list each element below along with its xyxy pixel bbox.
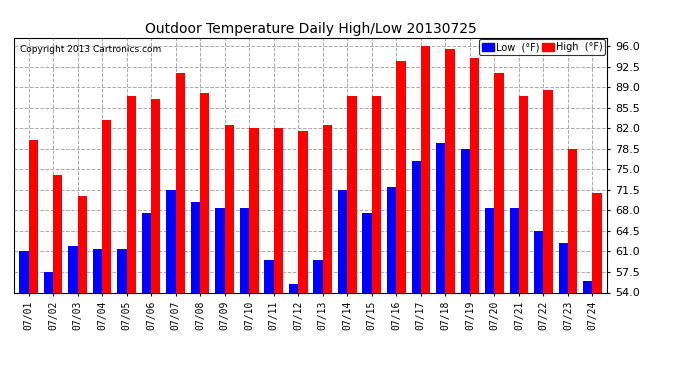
Bar bbox=[28, 140, 38, 292]
Bar bbox=[559, 243, 568, 292]
Bar bbox=[274, 128, 283, 292]
Bar bbox=[117, 249, 126, 292]
Text: Copyright 2013 Cartronics.com: Copyright 2013 Cartronics.com bbox=[20, 45, 161, 54]
Bar bbox=[387, 187, 396, 292]
Bar bbox=[323, 125, 332, 292]
Bar bbox=[338, 190, 347, 292]
Bar bbox=[249, 128, 259, 292]
Bar bbox=[485, 207, 495, 292]
Bar bbox=[92, 249, 102, 292]
Bar bbox=[102, 120, 111, 292]
Bar bbox=[421, 46, 430, 292]
Bar bbox=[593, 193, 602, 292]
Bar bbox=[126, 96, 136, 292]
Bar bbox=[519, 96, 529, 292]
Bar bbox=[534, 231, 544, 292]
Bar bbox=[372, 96, 381, 292]
Bar bbox=[583, 281, 593, 292]
Bar bbox=[544, 90, 553, 292]
Bar bbox=[176, 73, 185, 292]
Bar bbox=[362, 213, 372, 292]
Bar bbox=[436, 143, 445, 292]
Bar bbox=[445, 49, 455, 292]
Bar bbox=[19, 252, 28, 292]
Bar bbox=[347, 96, 357, 292]
Bar bbox=[166, 190, 176, 292]
Bar bbox=[77, 196, 87, 292]
Bar bbox=[396, 61, 406, 292]
Bar bbox=[142, 213, 151, 292]
Bar bbox=[68, 246, 77, 292]
Bar bbox=[43, 272, 53, 292]
Bar bbox=[225, 125, 234, 292]
Bar bbox=[313, 260, 323, 292]
Bar bbox=[240, 207, 249, 292]
Bar bbox=[460, 149, 470, 292]
Bar bbox=[289, 284, 298, 292]
Bar bbox=[151, 99, 161, 292]
Bar bbox=[495, 73, 504, 292]
Bar bbox=[200, 93, 210, 292]
Bar bbox=[510, 207, 519, 292]
Bar bbox=[215, 207, 225, 292]
Legend: Low  (°F), High  (°F): Low (°F), High (°F) bbox=[479, 39, 605, 55]
Bar bbox=[191, 202, 200, 292]
Bar bbox=[470, 58, 479, 292]
Bar bbox=[264, 260, 274, 292]
Title: Outdoor Temperature Daily High/Low 20130725: Outdoor Temperature Daily High/Low 20130… bbox=[145, 22, 476, 36]
Bar bbox=[53, 175, 62, 292]
Bar bbox=[411, 160, 421, 292]
Bar bbox=[298, 131, 308, 292]
Bar bbox=[568, 149, 578, 292]
